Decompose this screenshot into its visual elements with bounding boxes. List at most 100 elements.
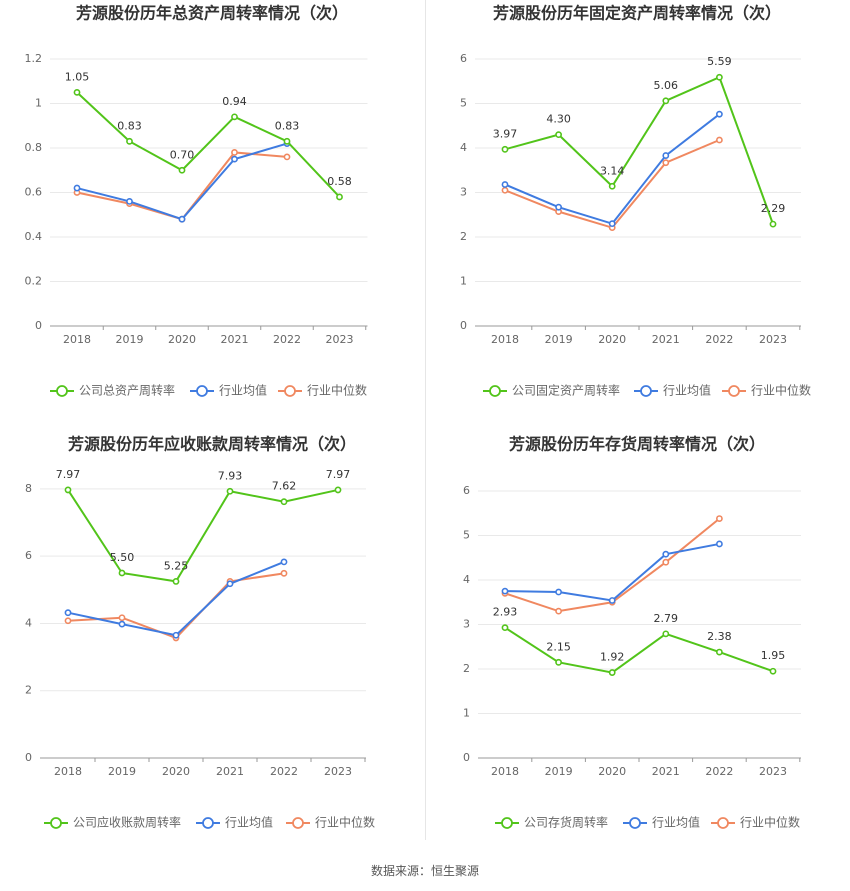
data-point (716, 136, 723, 144)
data-label: 7.93 (218, 469, 243, 482)
data-point (501, 624, 509, 632)
data-point (662, 558, 670, 566)
chart-panel-3: 芳源股份历年应收账款周转率情况（次） 0 2 4 6 8 2018 2019 2020 2021 2… (25, 435, 375, 830)
data-point (608, 220, 616, 228)
data-point (118, 569, 126, 577)
data-point (280, 558, 288, 566)
x-tick-label: 2023 (759, 765, 787, 778)
legend-item[interactable]: 行业中位数 (722, 383, 811, 398)
y-tick-label: 0.6 (25, 186, 43, 199)
y-tick-label: 2 (25, 684, 32, 697)
x-tick-label: 2018 (54, 765, 82, 778)
data-label: 0.83 (117, 119, 142, 132)
legend-item[interactable]: 公司总资产周转率 (50, 383, 175, 398)
y-tick-label: 4 (460, 141, 467, 154)
y-tick-label: 2 (460, 230, 467, 243)
data-point (231, 155, 238, 163)
legend-item[interactable]: 行业中位数 (286, 815, 375, 830)
y-tick-label: 1 (460, 275, 467, 288)
data-point (501, 186, 509, 194)
chart-title: 芳源股份历年存货周转率情况（次） (509, 435, 765, 454)
legend-item[interactable]: 行业中位数 (278, 383, 367, 398)
legend-item[interactable]: 行业均值 (623, 815, 700, 830)
x-tick-label: 2019 (108, 765, 136, 778)
data-point (64, 617, 72, 625)
y-tick-label: 1 (463, 707, 470, 720)
y-tick-label: 4 (25, 616, 32, 629)
x-tick-label: 2020 (598, 765, 626, 778)
legend-item[interactable]: 公司应收账款周转率 (44, 815, 181, 830)
data-point (226, 487, 234, 495)
y-tick-label: 0.4 (25, 230, 43, 243)
data-label: 1.95 (761, 649, 786, 662)
x-tick-label: 2020 (162, 765, 190, 778)
x-tick-label: 2021 (221, 333, 249, 346)
y-tick-label: 3 (460, 186, 467, 199)
x-tick-label: 2018 (491, 765, 519, 778)
x-tick-label: 2022 (270, 765, 298, 778)
data-point (555, 658, 562, 666)
legend-item[interactable]: 行业均值 (196, 815, 273, 830)
data-label: 7.97 (56, 468, 81, 481)
x-tick-label: 2023 (326, 333, 354, 346)
x-tick-label: 2018 (491, 333, 519, 346)
legend-label: 行业均值 (652, 815, 700, 830)
y-tick-label: 0.2 (25, 275, 43, 288)
data-label: 5.06 (654, 79, 679, 92)
x-tick-label: 2022 (273, 333, 301, 346)
legend-label: 行业均值 (663, 383, 711, 398)
legend-marker (489, 385, 501, 397)
chart-title: 芳源股份历年总资产周转率情况（次） (76, 4, 348, 23)
y-tick-label: 1.2 (25, 52, 43, 65)
legend-item[interactable]: 行业均值 (190, 383, 267, 398)
y-tick-label: 4 (463, 573, 470, 586)
legend-item[interactable]: 公司固定资产周转率 (483, 383, 620, 398)
data-point (126, 197, 133, 205)
legend-label: 公司固定资产周转率 (512, 383, 620, 398)
data-point (555, 131, 562, 139)
data-point (73, 184, 81, 192)
legend-marker (728, 385, 740, 397)
y-tick-label: 0 (463, 751, 470, 764)
legend-marker (640, 385, 652, 397)
data-label: 0.70 (170, 148, 195, 161)
data-label: 5.50 (110, 551, 135, 564)
legend-marker (202, 817, 214, 829)
x-tick-label: 2021 (652, 765, 680, 778)
data-label: 2.93 (493, 606, 518, 619)
y-tick-label: 3 (463, 618, 470, 631)
chart-panel-2: 芳源股份历年固定资产周转率情况（次） 0 1 2 3 4 5 6 2018 2019 2020 202… (460, 4, 811, 398)
data-point (608, 597, 616, 604)
legend-marker (292, 817, 304, 829)
legend-item[interactable]: 行业中位数 (711, 815, 800, 830)
data-label: 0.94 (222, 95, 247, 108)
data-point (555, 588, 562, 596)
data-point (769, 667, 777, 675)
legend-item[interactable]: 行业均值 (634, 383, 711, 398)
data-point (662, 97, 670, 105)
legend-marker (501, 817, 513, 829)
x-tick-label: 2020 (168, 333, 196, 346)
legend-item[interactable]: 公司存货周转率 (495, 815, 608, 830)
legend-label: 公司应收账款周转率 (73, 815, 181, 830)
data-point (283, 153, 291, 161)
legend-label: 公司存货周转率 (524, 815, 608, 830)
data-source: 数据来源：恒生聚源 (370, 864, 479, 878)
data-point (118, 614, 126, 622)
y-tick-label: 5 (463, 529, 470, 542)
data-point (608, 182, 616, 190)
data-point (769, 220, 777, 228)
data-point (172, 578, 180, 585)
data-point (662, 550, 670, 558)
vertical-divider (425, 0, 426, 840)
data-point (226, 580, 234, 588)
chart-panel-4: 芳源股份历年存货周转率情况（次） 0 1 2 3 4 5 6 2018 2019 2020 2021 2… (463, 435, 801, 830)
legend-marker (629, 817, 641, 829)
data-point (231, 113, 238, 121)
series-line-2 (504, 542, 720, 602)
y-tick-label: 2 (463, 662, 470, 675)
data-point (716, 648, 723, 656)
data-point (716, 540, 723, 548)
data-label: 0.83 (275, 119, 300, 132)
